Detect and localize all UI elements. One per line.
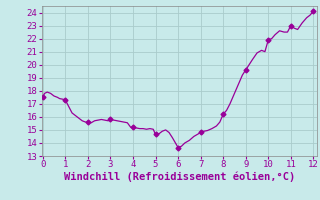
- X-axis label: Windchill (Refroidissement éolien,°C): Windchill (Refroidissement éolien,°C): [64, 172, 295, 182]
